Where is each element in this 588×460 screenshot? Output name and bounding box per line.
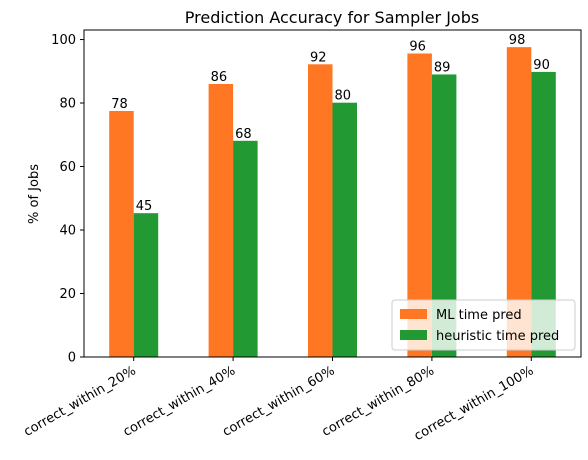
bar-value-label: 80 (335, 89, 352, 104)
legend-swatch (400, 309, 427, 319)
y-tick-label: 40 (59, 224, 76, 239)
legend-box (391, 299, 576, 351)
y-axis-label: % of Jobs (27, 164, 42, 224)
legend-label: heuristic time pred (436, 329, 559, 344)
chart-title: Prediction Accuracy for Sampler Jobs (185, 8, 479, 27)
legend-swatch (400, 330, 427, 340)
bar-value-label: 96 (409, 39, 426, 54)
bar-value-label: 45 (136, 199, 153, 214)
y-tick-label: 80 (59, 97, 76, 112)
bar-ml-1 (109, 110, 134, 357)
y-tick-label: 0 (68, 351, 76, 366)
bar-heuristic-1 (133, 213, 159, 357)
bar-ml-2 (208, 83, 234, 357)
bar-value-label: 89 (434, 60, 451, 75)
bar-value-label: 92 (310, 50, 327, 65)
bar-value-label: 86 (211, 70, 228, 85)
bar-heuristic-3 (332, 102, 357, 358)
y-tick-label: 100 (51, 33, 76, 48)
y-tick-label: 20 (59, 287, 76, 302)
bar-value-label: 78 (111, 97, 128, 112)
y-tick-label: 60 (59, 160, 76, 175)
legend: ML time pred heuristic time pred (391, 299, 576, 351)
legend-label: ML time pred (436, 308, 522, 323)
bar-ml-3 (308, 64, 333, 357)
bar-value-label: 90 (533, 58, 550, 73)
bar-value-label: 68 (235, 127, 252, 142)
bar-value-label: 98 (509, 33, 526, 48)
bar-heuristic-2 (233, 140, 258, 357)
